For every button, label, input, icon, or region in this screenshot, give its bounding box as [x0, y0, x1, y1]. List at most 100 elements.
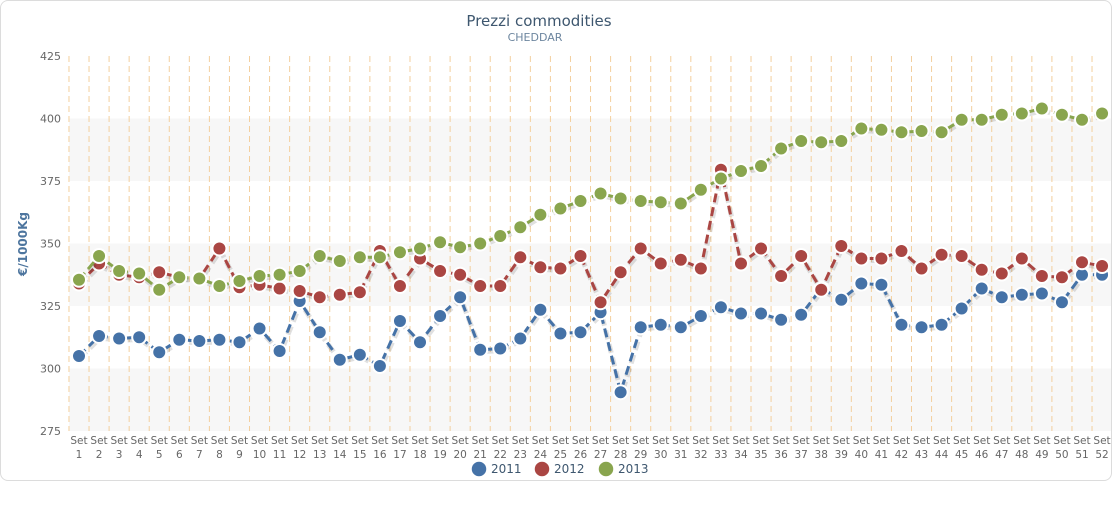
- data-point[interactable]: [1053, 269, 1070, 286]
- data-point[interactable]: [391, 278, 408, 294]
- data-point[interactable]: [853, 250, 870, 267]
- data-point[interactable]: [211, 331, 228, 348]
- data-point[interactable]: [873, 250, 890, 267]
- data-point[interactable]: [973, 280, 990, 297]
- data-point[interactable]: [311, 248, 328, 264]
- data-point[interactable]: [391, 313, 408, 329]
- data-point[interactable]: [231, 334, 248, 351]
- data-point[interactable]: [492, 278, 509, 294]
- data-point[interactable]: [1053, 106, 1070, 123]
- data-point[interactable]: [291, 263, 308, 279]
- data-point[interactable]: [1094, 258, 1111, 274]
- data-point[interactable]: [732, 305, 749, 322]
- data-point[interactable]: [412, 240, 429, 257]
- data-point[interactable]: [893, 124, 910, 141]
- data-point[interactable]: [753, 240, 770, 257]
- data-point[interactable]: [1013, 250, 1030, 267]
- data-point[interactable]: [652, 316, 669, 333]
- data-point[interactable]: [993, 106, 1010, 123]
- data-point[interactable]: [853, 120, 870, 137]
- data-point[interactable]: [1053, 294, 1070, 311]
- data-point[interactable]: [532, 206, 549, 223]
- data-point[interactable]: [251, 268, 268, 284]
- data-point[interactable]: [592, 185, 609, 202]
- data-point[interactable]: [492, 340, 509, 357]
- data-point[interactable]: [632, 240, 649, 257]
- data-point[interactable]: [91, 248, 108, 264]
- data-point[interactable]: [993, 289, 1010, 306]
- data-point[interactable]: [111, 263, 128, 279]
- data-point[interactable]: [913, 123, 930, 139]
- data-point[interactable]: [412, 334, 429, 351]
- data-point[interactable]: [933, 316, 950, 333]
- data-point[interactable]: [271, 266, 288, 283]
- data-point[interactable]: [231, 273, 248, 289]
- data-point[interactable]: [351, 249, 368, 266]
- data-point[interactable]: [532, 301, 549, 318]
- data-point[interactable]: [91, 328, 108, 344]
- data-point[interactable]: [131, 265, 148, 282]
- data-point[interactable]: [351, 284, 368, 301]
- data-point[interactable]: [572, 324, 589, 341]
- data-point[interactable]: [271, 343, 288, 359]
- data-point[interactable]: [331, 286, 348, 303]
- data-point[interactable]: [973, 111, 990, 128]
- data-point[interactable]: [873, 276, 890, 293]
- data-point[interactable]: [793, 248, 810, 264]
- data-point[interactable]: [331, 351, 348, 368]
- data-point[interactable]: [311, 289, 328, 306]
- data-point[interactable]: [532, 259, 549, 276]
- data-point[interactable]: [712, 299, 729, 316]
- data-point[interactable]: [432, 263, 449, 279]
- data-point[interactable]: [933, 246, 950, 263]
- data-point[interactable]: [953, 111, 970, 128]
- data-point[interactable]: [612, 384, 629, 401]
- data-point[interactable]: [813, 134, 830, 151]
- data-point[interactable]: [753, 305, 770, 322]
- data-point[interactable]: [833, 291, 850, 308]
- data-point[interactable]: [572, 193, 589, 209]
- data-point[interactable]: [552, 260, 569, 277]
- data-point[interactable]: [953, 248, 970, 264]
- data-point[interactable]: [592, 294, 609, 311]
- data-point[interactable]: [793, 306, 810, 323]
- data-point[interactable]: [391, 244, 408, 261]
- data-point[interactable]: [171, 331, 188, 348]
- data-point[interactable]: [432, 234, 449, 251]
- data-point[interactable]: [311, 324, 328, 341]
- data-point[interactable]: [291, 283, 308, 299]
- data-point[interactable]: [1074, 254, 1090, 271]
- data-point[interactable]: [111, 330, 128, 347]
- legend-item-2011[interactable]: 2011: [470, 460, 522, 478]
- data-point[interactable]: [371, 249, 388, 266]
- data-point[interactable]: [632, 193, 649, 209]
- data-point[interactable]: [833, 133, 850, 149]
- data-point[interactable]: [612, 190, 629, 207]
- data-point[interactable]: [833, 238, 850, 254]
- data-point[interactable]: [251, 320, 268, 337]
- data-point[interactable]: [1094, 105, 1111, 122]
- data-point[interactable]: [191, 333, 208, 349]
- data-point[interactable]: [773, 268, 790, 284]
- data-point[interactable]: [692, 308, 709, 324]
- data-point[interactable]: [71, 348, 87, 364]
- data-point[interactable]: [432, 308, 449, 324]
- data-point[interactable]: [492, 228, 509, 244]
- data-point[interactable]: [692, 260, 709, 277]
- data-point[interactable]: [331, 253, 348, 269]
- data-point[interactable]: [732, 163, 749, 179]
- legend-item-2013[interactable]: 2013: [597, 460, 649, 478]
- data-point[interactable]: [151, 344, 168, 361]
- data-point[interactable]: [171, 269, 188, 286]
- data-point[interactable]: [853, 275, 870, 292]
- data-point[interactable]: [933, 124, 950, 141]
- data-point[interactable]: [572, 248, 589, 264]
- data-point[interactable]: [1074, 111, 1090, 128]
- data-point[interactable]: [151, 281, 168, 298]
- data-point[interactable]: [371, 358, 388, 374]
- data-point[interactable]: [953, 300, 970, 317]
- data-point[interactable]: [1033, 285, 1050, 302]
- data-point[interactable]: [271, 280, 288, 297]
- data-point[interactable]: [753, 158, 770, 174]
- data-point[interactable]: [1013, 105, 1030, 122]
